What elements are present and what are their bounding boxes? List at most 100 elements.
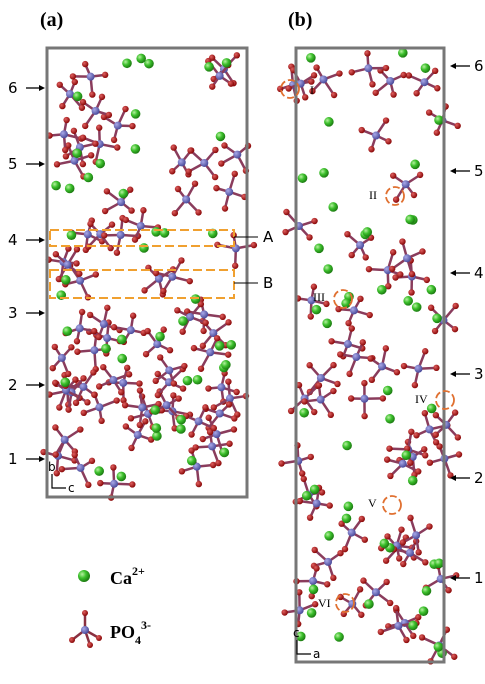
- oxygen: [452, 303, 458, 309]
- oxygen: [234, 52, 240, 58]
- calcium: [204, 62, 214, 72]
- calcium: [434, 642, 444, 652]
- phosphorus: [110, 480, 118, 488]
- oxygen: [211, 425, 217, 431]
- phosphate: [81, 391, 120, 424]
- axis-label: c: [293, 626, 300, 640]
- phosphorus: [313, 499, 321, 507]
- oxygen: [89, 91, 95, 97]
- phosphorus: [168, 273, 176, 281]
- oxygen: [68, 344, 74, 350]
- oxygen: [160, 288, 166, 294]
- phosphorus: [378, 362, 386, 370]
- subscript: 4: [135, 633, 141, 647]
- oxygen: [52, 424, 58, 430]
- oxygen: [349, 252, 355, 258]
- oxygen: [187, 147, 193, 153]
- calcium: [155, 332, 165, 342]
- calcium: [334, 632, 344, 642]
- phosphorus: [64, 261, 72, 269]
- oxygen: [330, 388, 336, 394]
- oxygen: [330, 362, 336, 368]
- calcium: [322, 319, 332, 329]
- calcium: [421, 63, 431, 73]
- phosphorus: [79, 383, 87, 391]
- oxygen: [415, 468, 421, 474]
- oxygen: [277, 86, 283, 92]
- oxygen: [71, 128, 77, 134]
- oxygen: [363, 254, 369, 260]
- oxygen: [209, 83, 215, 89]
- oxygen: [283, 209, 289, 215]
- layer-label: 5: [474, 162, 484, 180]
- phosphorus: [84, 230, 92, 238]
- oxygen: [144, 328, 150, 334]
- phosphate: [358, 117, 391, 152]
- oxygen: [123, 217, 129, 223]
- legend-ca-icon: [78, 570, 90, 582]
- oxygen: [212, 174, 218, 180]
- phosphorus: [92, 107, 100, 115]
- phosphorus: [225, 188, 233, 196]
- panel-label: (a): [40, 9, 63, 31]
- oxygen: [174, 307, 180, 313]
- calcium: [61, 275, 71, 285]
- oxygen: [175, 186, 181, 192]
- oxygen: [398, 526, 404, 532]
- phosphorus: [76, 277, 84, 285]
- calcium: [380, 539, 390, 549]
- phosphorus: [178, 158, 186, 166]
- oxygen: [394, 369, 400, 375]
- oxygen: [81, 410, 87, 416]
- oxygen: [129, 481, 135, 487]
- oxygen: [212, 147, 218, 153]
- oxygen: [419, 634, 425, 640]
- phosphate: [401, 348, 440, 388]
- phosphate: [101, 215, 141, 256]
- oxygen: [307, 514, 313, 520]
- oxygen: [85, 482, 91, 488]
- phosphorus: [138, 404, 146, 412]
- calcium: [220, 448, 230, 458]
- axis-label: b: [48, 460, 56, 474]
- oxygen: [91, 392, 97, 398]
- oxygen: [311, 72, 317, 78]
- phosphorus: [352, 353, 360, 361]
- oxygen: [358, 612, 364, 618]
- oxygen: [74, 246, 80, 252]
- oxygen: [378, 629, 384, 635]
- oxygen: [153, 378, 159, 384]
- calcium: [427, 285, 437, 295]
- oxygen: [390, 249, 396, 255]
- oxygen: [456, 451, 462, 457]
- phosphorus: [309, 577, 317, 585]
- oxygen: [417, 172, 423, 178]
- layer-label: 4: [8, 231, 18, 249]
- oxygen: [306, 362, 312, 368]
- oxygen: [337, 351, 343, 357]
- oxygen: [57, 82, 63, 88]
- oxygen: [233, 389, 239, 395]
- oxygen: [172, 210, 178, 216]
- oxygen: [311, 409, 317, 415]
- phosphate: [52, 424, 83, 458]
- oxygen: [123, 423, 129, 429]
- oxygen: [455, 434, 461, 440]
- oxygen: [334, 381, 340, 387]
- phosphate: [143, 326, 173, 357]
- calcium: [324, 117, 334, 127]
- oxygen: [225, 351, 231, 357]
- oxygen: [232, 171, 238, 177]
- phosphorus: [216, 72, 224, 80]
- oxygen: [200, 328, 206, 334]
- site-label: V: [368, 496, 377, 510]
- phosphate: [101, 106, 136, 143]
- crystal-structure: [40, 48, 462, 664]
- oxygen: [232, 263, 238, 269]
- oxygen: [403, 637, 409, 643]
- oxygen: [198, 366, 204, 372]
- oxygen: [313, 565, 319, 571]
- calcium: [131, 109, 141, 119]
- oxygen: [426, 109, 432, 115]
- oxygen: [202, 320, 208, 326]
